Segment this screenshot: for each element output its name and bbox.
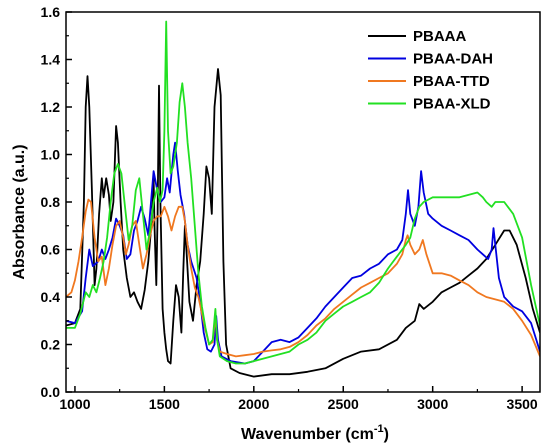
x-tick-label: 3000 (417, 396, 448, 412)
y-tick-label: 1.6 (41, 4, 61, 20)
legend-label-pbaaa: PBAAA (413, 28, 467, 45)
legend: PBAAA PBAA-DAH PBAA-TTD PBAA-XLD (368, 28, 493, 113)
y-tick-label: 1.0 (41, 147, 61, 163)
y-tick-label: 0.6 (41, 242, 61, 258)
y-axis: 0.0 0.2 0.4 0.6 0.8 1.0 1.2 1.4 1.6 (41, 4, 72, 400)
legend-label-pbaa-xld: PBAA-XLD (413, 96, 491, 113)
series-line-pbaa-xld (66, 20, 540, 365)
y-tick-label: 0.8 (41, 194, 61, 210)
series-line-pbaa-dah (66, 141, 540, 365)
y-tick-label: 0.2 (41, 337, 61, 353)
x-tick-label: 2000 (238, 396, 269, 412)
x-tick-label: 1500 (149, 396, 180, 412)
y-tick-label: 1.2 (41, 99, 61, 115)
x-tick-label: 2500 (328, 396, 359, 412)
y-tick-label: 1.4 (41, 52, 61, 68)
x-axis-label: Wavenumber (cm-1) (241, 423, 389, 443)
x-axis-label-end: ) (384, 426, 389, 443)
y-tick-label: 0.0 (41, 384, 61, 400)
x-tick-label: 3500 (507, 396, 538, 412)
plot-frame (65, 11, 541, 393)
series-layer (66, 20, 540, 378)
x-axis-label-superscript: -1 (374, 423, 384, 435)
legend-label-pbaa-dah: PBAA-DAH (413, 51, 493, 68)
y-axis-label: Absorbance (a.u.) (11, 144, 28, 279)
x-tick-label: 1000 (59, 396, 90, 412)
x-axis-label-main: Wavenumber (cm (241, 426, 374, 443)
legend-label-pbaa-ttd: PBAA-TTD (413, 73, 490, 90)
x-axis: 1000 1500 2000 2500 3000 3500 (59, 386, 538, 412)
y-tick-label: 0.4 (41, 289, 61, 305)
